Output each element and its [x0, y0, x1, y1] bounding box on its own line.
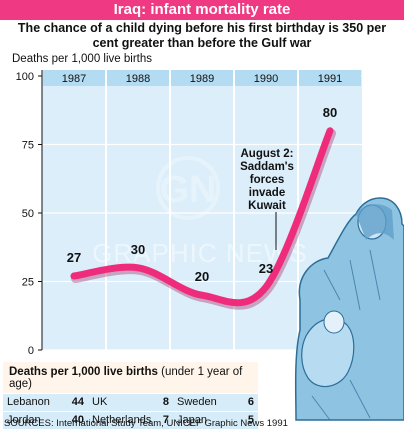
y-tick-label: 100	[16, 71, 34, 83]
annotation-text: August 2: Saddam's forces invade Kuwait	[240, 148, 294, 212]
country-name: UK	[92, 396, 108, 408]
y-axis-label: Deaths per 1,000 live births	[12, 53, 152, 65]
series-line	[70, 127, 334, 307]
country-value: 44	[71, 396, 84, 408]
x-tick-label: 1987	[62, 73, 86, 85]
country-value: 6	[247, 396, 254, 408]
table-cell: Sweden 6	[173, 394, 258, 411]
table-cell: Lebanon 44	[3, 394, 88, 411]
watermark-text: GRAPHIC NEWS	[92, 238, 308, 268]
x-tick-label: 1989	[190, 73, 214, 85]
data-label: 27	[67, 250, 81, 265]
table-header: Deaths per 1,000 live births (under 1 ye…	[3, 362, 258, 393]
year-header-cell	[43, 70, 105, 86]
year-header-cell	[299, 70, 361, 86]
x-tick-label: 1990	[254, 73, 278, 85]
table-title: Deaths per 1,000 live births	[9, 366, 158, 378]
country-name: Sweden	[177, 396, 217, 408]
table-cell: Jordan 40	[3, 412, 88, 429]
country-name: Jordan	[7, 414, 41, 426]
year-header-cell	[107, 70, 169, 86]
country-name: Netherlands	[92, 414, 152, 426]
country-value: 5	[247, 414, 254, 426]
year-headers: 1987 1988 1989 1990 1991	[43, 70, 361, 86]
table-row: Jordan 40 Netherlands 7 Japan 5	[3, 412, 258, 429]
y-tick-label: 25	[22, 277, 34, 289]
page-title: Iraq: infant mortality rate	[0, 0, 404, 20]
year-header-cell	[235, 70, 297, 86]
table-row: Lebanon 44 UK 8 Sweden 6	[3, 394, 258, 411]
year-header-cell	[171, 70, 233, 86]
watermark-logo: GN	[156, 156, 220, 220]
annotation-line-text: Kuwait	[248, 200, 286, 212]
table-cell: Netherlands 7	[88, 412, 173, 429]
mother-child-illustration	[294, 197, 404, 421]
data-labels: 27 30 20 23 80	[67, 105, 337, 284]
annotation-line-text: August 2:	[240, 148, 293, 160]
country-name: Lebanon	[7, 396, 50, 408]
table-subtitle: (under 1 year of age)	[9, 366, 243, 390]
y-tick-label: 50	[22, 208, 34, 220]
data-label: 23	[259, 261, 273, 276]
x-tick-label: 1988	[126, 73, 150, 85]
country-value: 40	[71, 414, 84, 426]
annotation-line-text: Saddam's	[240, 161, 294, 173]
watermark-logo-text: GN	[160, 169, 217, 211]
comparison-table: Deaths per 1,000 live births (under 1 ye…	[3, 362, 258, 429]
page-subtitle: The chance of a child dying before his f…	[17, 21, 387, 50]
y-tick-label: 75	[22, 140, 34, 152]
sources-footnote: SOURCES: International Study Team, UNICE…	[4, 418, 288, 429]
x-tick-label: 1991	[318, 73, 342, 85]
data-label: 20	[195, 269, 209, 284]
y-axis-ticks: 0 25 50 75 100	[16, 70, 43, 357]
country-value: 7	[162, 414, 169, 426]
table-cell: UK 8	[88, 394, 173, 411]
country-name: Japan	[177, 414, 207, 426]
country-value: 8	[162, 396, 169, 408]
table-cell: Japan 5	[173, 412, 258, 429]
y-tick-label: 0	[28, 345, 34, 357]
annotation-line-text: invade	[249, 187, 285, 199]
series-infant-mortality	[70, 127, 336, 310]
annotation-line-text: forces	[250, 174, 285, 186]
annotation: August 2: Saddam's forces invade Kuwait	[240, 148, 294, 250]
data-label: 80	[323, 105, 337, 120]
data-label: 30	[131, 242, 145, 257]
